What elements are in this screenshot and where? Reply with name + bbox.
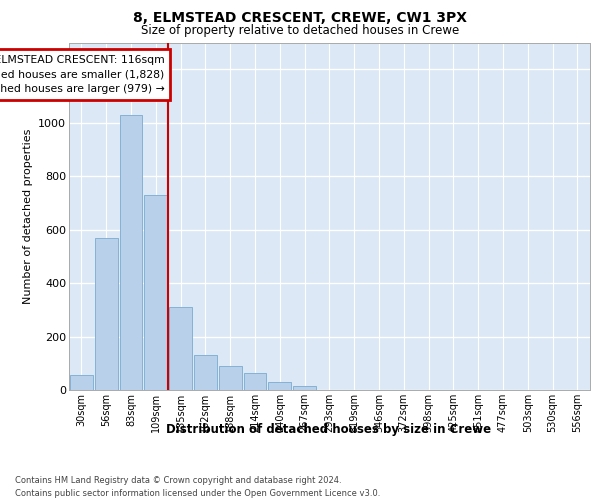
- Bar: [268, 382, 291, 390]
- Text: Size of property relative to detached houses in Crewe: Size of property relative to detached ho…: [141, 24, 459, 37]
- Text: Distribution of detached houses by size in Crewe: Distribution of detached houses by size …: [166, 422, 491, 436]
- Bar: [95, 238, 118, 390]
- Y-axis label: Number of detached properties: Number of detached properties: [23, 128, 32, 304]
- Bar: [194, 355, 217, 390]
- Bar: [169, 307, 192, 390]
- Text: Contains HM Land Registry data © Crown copyright and database right 2024.: Contains HM Land Registry data © Crown c…: [15, 476, 341, 485]
- Bar: [119, 114, 142, 390]
- Text: 8, ELMSTEAD CRESCENT, CREWE, CW1 3PX: 8, ELMSTEAD CRESCENT, CREWE, CW1 3PX: [133, 11, 467, 25]
- Text: 8 ELMSTEAD CRESCENT: 116sqm
← 64% of detached houses are smaller (1,828)
34% of : 8 ELMSTEAD CRESCENT: 116sqm ← 64% of det…: [0, 54, 164, 94]
- Bar: [293, 386, 316, 390]
- Bar: [145, 195, 167, 390]
- Bar: [219, 366, 242, 390]
- Bar: [244, 372, 266, 390]
- Text: Contains public sector information licensed under the Open Government Licence v3: Contains public sector information licen…: [15, 489, 380, 498]
- Bar: [70, 376, 93, 390]
